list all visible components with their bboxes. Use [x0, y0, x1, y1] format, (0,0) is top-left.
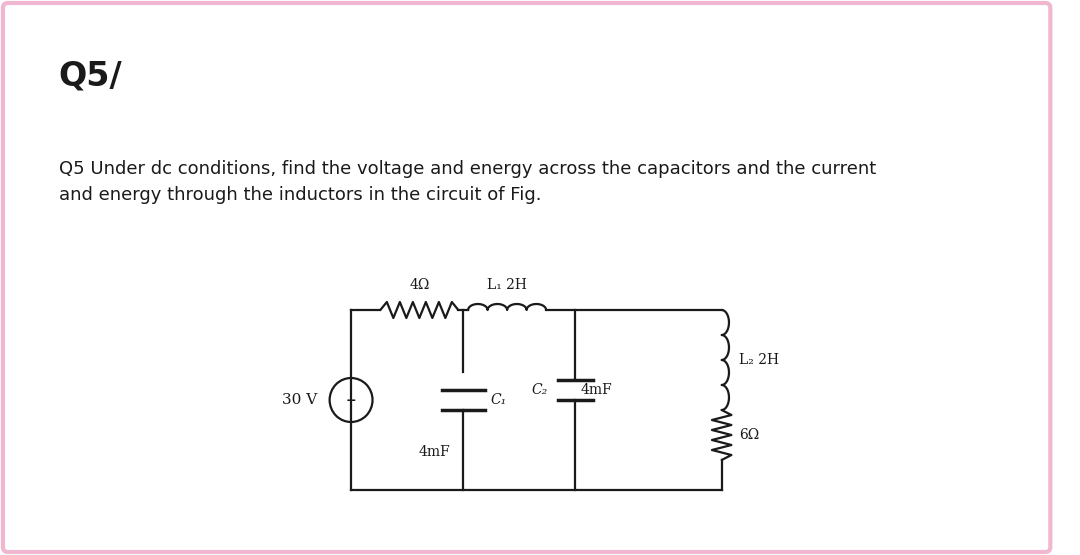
FancyBboxPatch shape — [3, 3, 1051, 552]
Text: 6Ω: 6Ω — [739, 428, 759, 442]
Text: 4mF: 4mF — [580, 383, 612, 397]
Text: C₁: C₁ — [490, 393, 507, 407]
Text: C₂: C₂ — [531, 383, 548, 397]
Text: +: + — [346, 393, 356, 406]
Text: 30 V: 30 V — [282, 393, 316, 407]
Text: L₂ 2H: L₂ 2H — [739, 353, 780, 367]
Text: 4mF: 4mF — [418, 445, 450, 459]
Text: Q5/: Q5/ — [58, 60, 122, 93]
Text: L₁ 2H: L₁ 2H — [487, 278, 527, 292]
Text: Q5 Under dc conditions, find the voltage and energy across the capacitors and th: Q5 Under dc conditions, find the voltage… — [58, 160, 876, 204]
Text: 4Ω: 4Ω — [409, 278, 430, 292]
